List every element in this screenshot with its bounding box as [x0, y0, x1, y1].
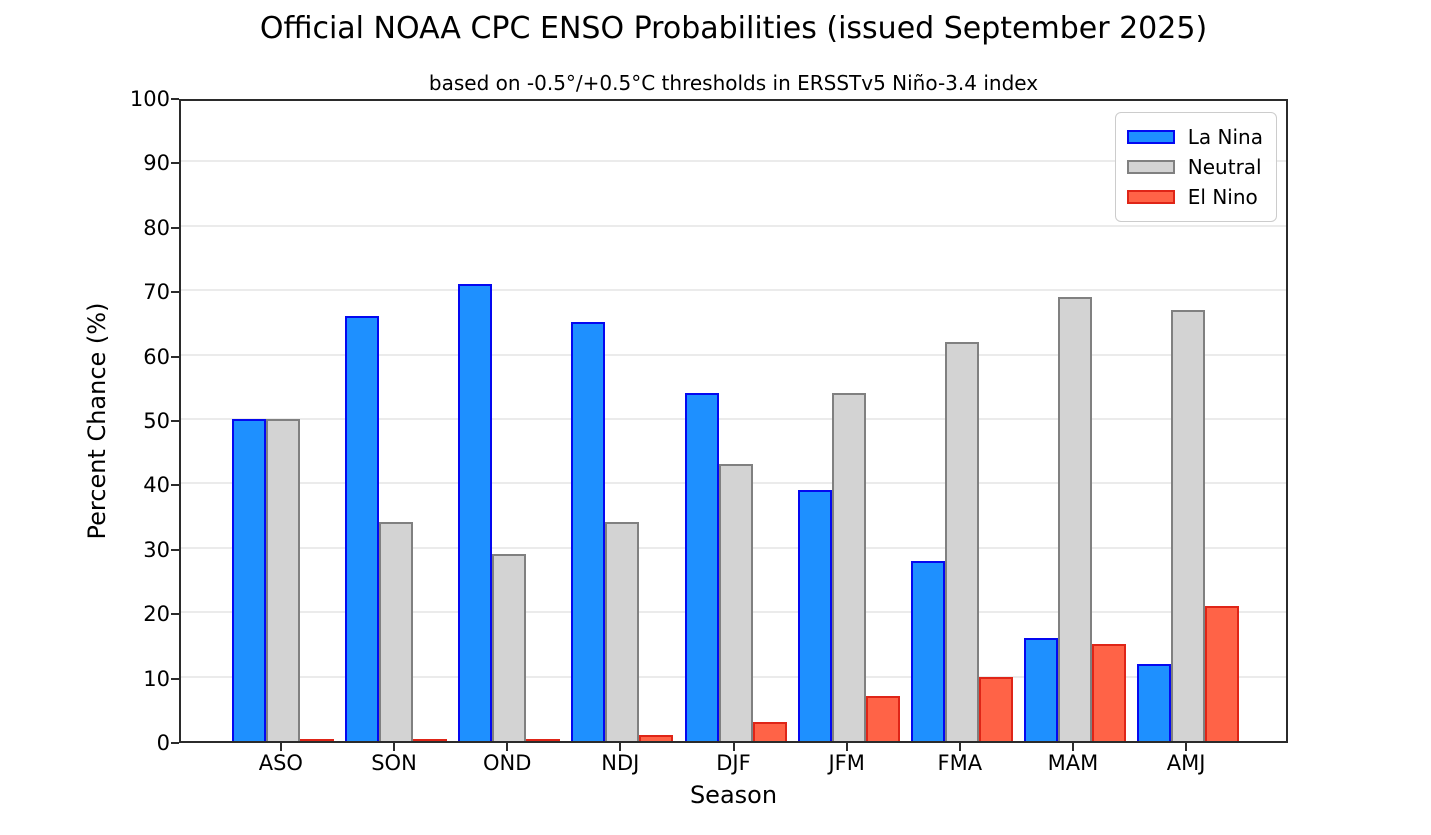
bar-la-nina-FMA: [910, 560, 945, 741]
gridline-70: [181, 289, 1286, 292]
bar-el-nino-DJF: [752, 721, 787, 741]
bar-el-nino-ASO: [299, 739, 334, 741]
legend-swatch-la-nina: [1126, 130, 1175, 144]
y-tick-mark: [171, 484, 179, 487]
y-tick-mark: [171, 420, 179, 422]
x-tick-mark: [279, 743, 282, 751]
y-tick-label: 80: [143, 215, 170, 240]
y-tick-label: 10: [143, 666, 170, 691]
gridline-80: [181, 224, 1286, 227]
x-tick-mark: [506, 743, 509, 751]
bar-neutral-DJF: [718, 464, 753, 741]
y-tick-mark: [171, 162, 179, 165]
x-tick-mark: [1071, 743, 1074, 751]
y-tick-mark: [171, 98, 179, 100]
legend-label-la-nina: La Nina: [1187, 125, 1263, 149]
y-tick-label: 40: [143, 473, 170, 498]
x-axis-label: Season: [689, 781, 778, 809]
legend-swatch-el-nino: [1126, 190, 1175, 204]
x-tick-label-NDJ: NDJ: [601, 751, 640, 775]
bar-la-nina-ASO: [231, 419, 266, 741]
bar-el-nino-MAM: [1091, 644, 1126, 741]
x-tick-mark: [845, 743, 848, 751]
x-tick-label-FMA: FMA: [937, 751, 983, 775]
legend-label-el-nino: El Nino: [1187, 185, 1258, 209]
x-tick-label-SON: SON: [371, 751, 417, 775]
y-tick-label: 20: [143, 602, 170, 627]
gridline-90: [181, 160, 1286, 163]
y-tick-label: 90: [143, 151, 170, 176]
y-tick-mark: [171, 355, 179, 358]
y-tick-mark: [171, 613, 179, 616]
bar-neutral-FMA: [944, 341, 979, 741]
plot-area: La Nina Neutral El Nino: [179, 99, 1288, 743]
bar-la-nina-OND: [458, 283, 493, 741]
y-tick-label: 60: [143, 344, 170, 369]
chart-title: Official NOAA CPC ENSO Probabilities (is…: [259, 11, 1208, 46]
y-tick-mark: [171, 291, 179, 294]
bar-el-nino-SON: [413, 739, 447, 741]
bar-neutral-SON: [379, 522, 413, 741]
x-tick-label-MAM: MAM: [1047, 751, 1099, 775]
bar-neutral-OND: [492, 554, 527, 741]
bar-neutral-JFM: [831, 393, 866, 741]
bar-la-nina-DJF: [684, 393, 719, 741]
x-tick-mark: [1185, 743, 1188, 751]
bar-el-nino-OND: [526, 739, 561, 741]
bar-la-nina-AMJ: [1137, 663, 1172, 741]
x-tick-label-AMJ: AMJ: [1166, 751, 1206, 775]
chart-subtitle: based on -0.5°/+0.5°C thresholds in ERSS…: [428, 71, 1039, 95]
x-tick-label-ASO: ASO: [258, 751, 303, 775]
bar-neutral-ASO: [265, 419, 300, 741]
bar-la-nina-SON: [345, 315, 379, 741]
legend: La Nina Neutral El Nino: [1114, 112, 1277, 222]
y-tick-mark: [171, 226, 179, 229]
legend-swatch-neutral: [1126, 160, 1175, 174]
gridline-60: [181, 353, 1286, 356]
legend-label-neutral: Neutral: [1187, 155, 1262, 179]
x-tick-mark: [958, 743, 961, 751]
bar-la-nina-MAM: [1023, 637, 1058, 741]
legend-item-la-nina: La Nina: [1126, 122, 1263, 152]
y-tick-mark: [171, 677, 179, 680]
x-tick-label-DJF: DJF: [716, 751, 751, 775]
y-tick-label: 70: [143, 280, 170, 305]
x-tick-mark: [393, 743, 395, 751]
bar-la-nina-JFM: [797, 489, 832, 741]
bar-la-nina-NDJ: [571, 322, 606, 741]
gridline-50: [181, 418, 1286, 420]
legend-item-el-nino: El Nino: [1126, 182, 1263, 212]
bar-el-nino-FMA: [978, 676, 1013, 741]
bar-neutral-NDJ: [605, 522, 640, 741]
legend-item-neutral: Neutral: [1126, 152, 1263, 182]
y-tick-label: 0: [156, 731, 170, 755]
y-tick-mark: [171, 742, 179, 744]
y-tick-label: 50: [143, 409, 170, 433]
y-tick-label: 100: [129, 87, 170, 111]
x-tick-label-JFM: JFM: [828, 751, 865, 775]
y-tick-mark: [171, 548, 179, 551]
y-tick-label: 30: [143, 537, 170, 562]
bar-el-nino-NDJ: [639, 734, 674, 741]
bar-el-nino-JFM: [865, 695, 900, 741]
x-tick-mark: [619, 743, 622, 751]
x-tick-label-OND: OND: [482, 751, 532, 775]
bar-neutral-MAM: [1057, 296, 1092, 741]
bar-neutral-AMJ: [1171, 309, 1206, 741]
bar-el-nino-AMJ: [1205, 605, 1240, 741]
x-tick-mark: [732, 743, 735, 751]
